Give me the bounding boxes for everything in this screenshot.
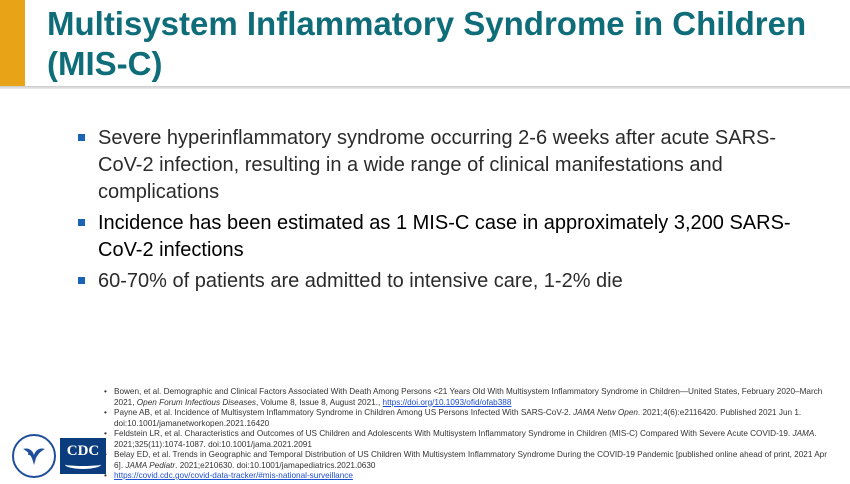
hhs-eagle-seal-icon [12, 434, 56, 478]
bullet-text: Severe hyperinflammatory syndrome occurr… [98, 127, 777, 203]
reference-text: Belay ED, et al. Trends in Geographic an… [114, 450, 827, 470]
bullet-text: 60-70% of patients are admitted to inten… [98, 270, 623, 292]
reference-text: Payne AB, et al. Incidence of Multisyste… [114, 408, 574, 417]
reference-journal: JAMA [792, 429, 815, 438]
bullet-list: Severe hyperinflammatory syndrome occurr… [78, 125, 798, 299]
cdc-logo-text: CDC [66, 443, 100, 459]
reference-bullet: • [104, 429, 107, 438]
reference-item: • Feldstein LR, et al. Characteristics a… [104, 429, 834, 450]
reference-item: • Bowen, et al. Demographic and Clinical… [104, 387, 834, 408]
title-accent-bar [0, 0, 25, 86]
square-bullet-icon [78, 277, 85, 284]
reference-text: , Volume 8, Issue 8, August 2021., [256, 397, 383, 407]
reference-text: . 2021;e210630. doi:10.1001/jamapediatri… [175, 460, 376, 470]
square-bullet-icon [78, 134, 85, 141]
title-divider [0, 86, 850, 89]
reference-text: Feldstein LR, et al. Characteristics and… [114, 429, 793, 438]
cdc-swoosh-icon [65, 460, 101, 469]
slide-title: Multisystem Inflammatory Syndrome in Chi… [47, 5, 807, 82]
reference-item: • Belay ED, et al. Trends in Geographic … [104, 450, 834, 471]
reference-item: • https://covid.cdc.gov/covid-data-track… [104, 471, 834, 482]
bullet-item: 60-70% of patients are admitted to inten… [78, 268, 798, 295]
reference-text: Bowen, et al. Demographic and Clinical F… [114, 387, 823, 407]
reference-text: . 2021;4(6):e2116420. Published 2021 Jun… [114, 408, 802, 428]
reference-bullet: • [104, 408, 107, 417]
bullet-item: Severe hyperinflammatory syndrome occurr… [78, 125, 798, 206]
reference-journal: JAMA Netw Open [573, 408, 638, 417]
bullet-item: Incidence has been estimated as 1 MIS-C … [78, 210, 798, 264]
reference-journal: Open Forum Infectious Diseases [136, 397, 256, 407]
reference-bullet: • [104, 387, 107, 396]
hhs-cdc-logo: CDC [12, 432, 110, 480]
reference-list: • Bowen, et al. Demographic and Clinical… [104, 387, 834, 482]
cdc-logo-box: CDC [60, 438, 106, 474]
bullet-text: Incidence has been estimated as 1 MIS-C … [98, 212, 791, 261]
square-bullet-icon [78, 219, 85, 226]
reference-journal: JAMA Pediatr [125, 460, 176, 470]
reference-link[interactable]: https://covid.cdc.gov/covid-data-tracker… [114, 471, 353, 480]
reference-link[interactable]: https://doi.org/10.1093/ofid/ofab388 [382, 397, 512, 407]
reference-item: • Payne AB, et al. Incidence of Multisys… [104, 408, 834, 429]
eagle-icon [23, 448, 45, 465]
reference-bullet: • [104, 471, 107, 480]
reference-text: . 2021;325(11):1074-1087. doi:10.1001/ja… [114, 429, 817, 449]
